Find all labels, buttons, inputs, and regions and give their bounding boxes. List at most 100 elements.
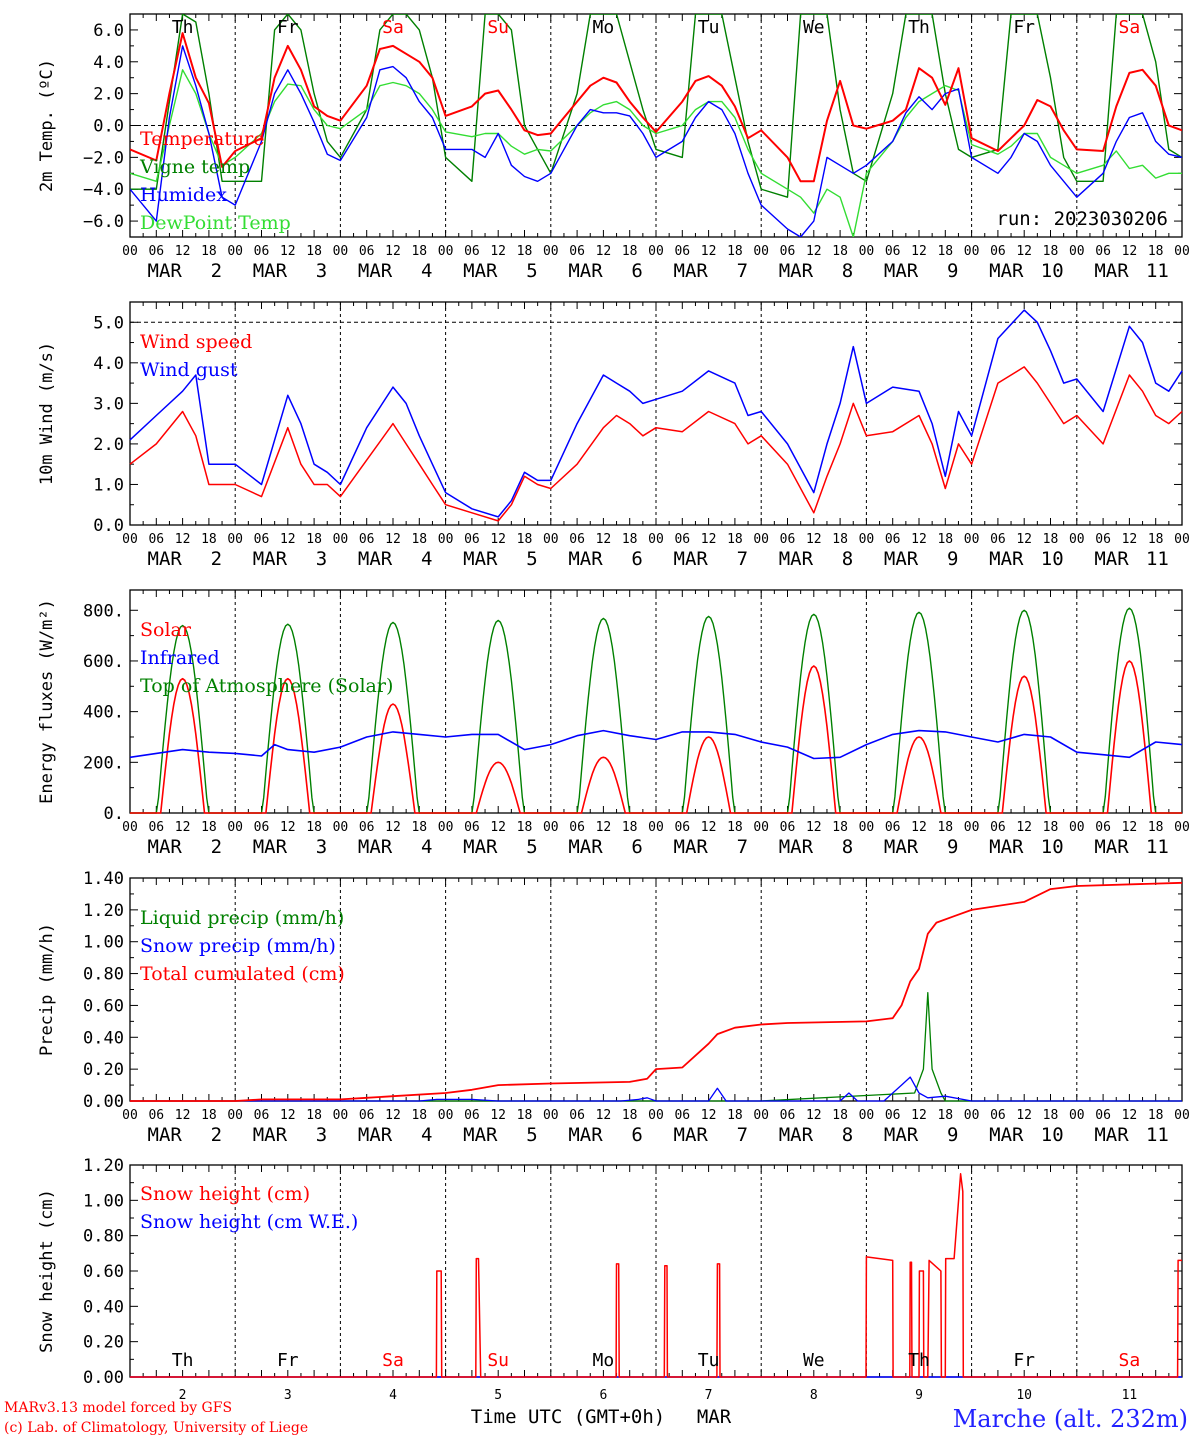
day-number-label: 4 bbox=[389, 1388, 397, 1403]
day-number-label: 3 bbox=[316, 260, 327, 282]
station-title: Marche (alt. 232m) bbox=[953, 1405, 1188, 1433]
month-label: MAR bbox=[253, 548, 288, 570]
month-label: MAR bbox=[148, 1124, 183, 1146]
weekday-label: Th bbox=[172, 1350, 194, 1371]
hour-tick-label: 00 bbox=[1069, 532, 1085, 547]
hour-tick-label: 06 bbox=[1095, 532, 1111, 547]
series-snow-precip-mm-h- bbox=[130, 1076, 1182, 1102]
hour-tick-label: 18 bbox=[1148, 820, 1164, 835]
hour-tick-label: 06 bbox=[148, 1108, 164, 1123]
hour-tick-label: 18 bbox=[201, 820, 217, 835]
month-label: MAR bbox=[568, 1124, 603, 1146]
weekday-label: Th bbox=[908, 17, 930, 38]
hour-tick-label: 06 bbox=[885, 244, 901, 259]
hour-tick-label: 06 bbox=[569, 532, 585, 547]
hour-tick-label: 06 bbox=[1095, 820, 1111, 835]
hour-tick-label: 18 bbox=[937, 244, 953, 259]
hour-tick-label: 18 bbox=[306, 820, 322, 835]
hour-tick-label: 12 bbox=[175, 820, 191, 835]
hour-tick-label: 18 bbox=[517, 244, 533, 259]
y-axis-label: 2m Temp. (ºC) bbox=[37, 59, 57, 192]
hour-tick-label: 00 bbox=[859, 820, 875, 835]
hour-tick-label: 06 bbox=[254, 820, 270, 835]
hour-tick-label: 06 bbox=[569, 820, 585, 835]
hour-tick-label: 06 bbox=[885, 1108, 901, 1123]
hour-tick-label: 00 bbox=[753, 532, 769, 547]
hour-tick-label: 00 bbox=[543, 532, 559, 547]
hour-tick-label: 00 bbox=[1069, 1108, 1085, 1123]
y-tick-label: 1.00 bbox=[83, 1191, 124, 1211]
hour-tick-label: 00 bbox=[122, 532, 138, 547]
hour-tick-label: 18 bbox=[727, 532, 743, 547]
legend-liquid-precip-mm-h-: Liquid precip (mm/h) bbox=[140, 907, 344, 929]
day-number-label: 9 bbox=[947, 1124, 958, 1146]
hour-tick-label: 12 bbox=[596, 820, 612, 835]
hour-tick-label: 00 bbox=[648, 1108, 664, 1123]
hour-tick-label: 12 bbox=[1122, 532, 1138, 547]
hour-tick-label: 18 bbox=[1148, 1108, 1164, 1123]
y-tick-label: 0. bbox=[104, 804, 124, 824]
weekday-label: Sa bbox=[382, 1350, 404, 1371]
x-axis-label: Time UTC (GMT+0h) bbox=[471, 1406, 665, 1428]
hour-tick-label: 12 bbox=[911, 820, 927, 835]
hour-tick-label: 12 bbox=[596, 244, 612, 259]
hour-tick-label: 12 bbox=[911, 532, 927, 547]
hour-tick-label: 00 bbox=[964, 820, 980, 835]
hour-tick-label: 12 bbox=[280, 244, 296, 259]
legend-snow-height-cm-: Snow height (cm) bbox=[140, 1183, 310, 1205]
hour-tick-label: 00 bbox=[1069, 244, 1085, 259]
hour-tick-label: 18 bbox=[411, 820, 427, 835]
hour-tick-label: 12 bbox=[701, 532, 717, 547]
month-label: MAR bbox=[358, 260, 393, 282]
y-tick-label: 6.0 bbox=[93, 21, 124, 41]
y-tick-label: 800. bbox=[83, 601, 124, 621]
day-number-label: 2 bbox=[211, 1124, 222, 1146]
hour-tick-label: 06 bbox=[464, 244, 480, 259]
month-label: MAR bbox=[568, 548, 603, 570]
y-tick-label: −4.0 bbox=[83, 180, 124, 200]
hour-tick-label: 18 bbox=[622, 1108, 638, 1123]
hour-tick-label: 18 bbox=[937, 1108, 953, 1123]
day-number-label: 4 bbox=[421, 548, 432, 570]
hour-tick-label: 18 bbox=[832, 532, 848, 547]
month-label: MAR bbox=[884, 548, 919, 570]
month-label: MAR bbox=[674, 548, 709, 570]
hour-tick-label: 00 bbox=[438, 1108, 454, 1123]
hour-tick-label: 00 bbox=[227, 244, 243, 259]
hour-tick-label: 18 bbox=[1043, 820, 1059, 835]
hour-tick-label: 18 bbox=[1043, 532, 1059, 547]
hour-tick-label: 12 bbox=[1016, 532, 1032, 547]
hour-tick-label: 00 bbox=[648, 532, 664, 547]
y-tick-label: 2.0 bbox=[93, 435, 124, 455]
month-label: MAR bbox=[884, 836, 919, 858]
hour-tick-label: 18 bbox=[622, 820, 638, 835]
weekday-label: Th bbox=[908, 1350, 930, 1371]
day-number-label: 5 bbox=[526, 836, 537, 858]
hour-tick-label: 00 bbox=[122, 1108, 138, 1123]
hour-tick-label: 12 bbox=[490, 244, 506, 259]
y-tick-label: 1.20 bbox=[83, 901, 124, 921]
day-number-label: 5 bbox=[526, 1124, 537, 1146]
hour-tick-label: 18 bbox=[306, 532, 322, 547]
hour-tick-label: 06 bbox=[780, 532, 796, 547]
month-label: MAR bbox=[1094, 548, 1129, 570]
hour-tick-label: 00 bbox=[1174, 1108, 1190, 1123]
hour-tick-label: 06 bbox=[1095, 1108, 1111, 1123]
day-number-label: 7 bbox=[737, 1124, 748, 1146]
series-wind-gust bbox=[129, 309, 1183, 518]
day-number-label: 8 bbox=[842, 1124, 853, 1146]
y-tick-label: 1.00 bbox=[83, 933, 124, 953]
day-number-label: 4 bbox=[421, 260, 432, 282]
series-snow-height-cm bbox=[130, 1173, 1182, 1378]
y-tick-label: 0.20 bbox=[83, 1060, 124, 1080]
day-number-label: 6 bbox=[631, 836, 642, 858]
month-label: MAR bbox=[989, 836, 1024, 858]
hour-tick-label: 06 bbox=[148, 532, 164, 547]
month-label: MAR bbox=[463, 1124, 498, 1146]
month-label: MAR bbox=[253, 260, 288, 282]
month-label: MAR bbox=[358, 1124, 393, 1146]
day-number-label: 9 bbox=[915, 1388, 923, 1403]
hour-tick-label: 12 bbox=[701, 244, 717, 259]
hour-tick-label: 06 bbox=[569, 244, 585, 259]
y-tick-label: 2.0 bbox=[93, 85, 124, 105]
